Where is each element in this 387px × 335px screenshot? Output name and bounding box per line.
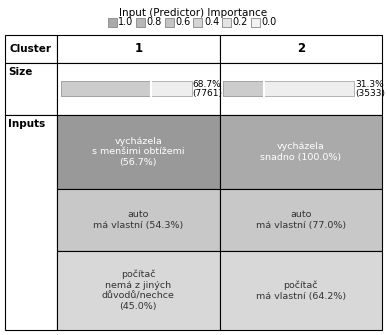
Bar (57, 251, 219, 330)
Bar (222, 17, 231, 26)
Bar (194, 17, 202, 26)
Text: vycházela
s menšimi obtížemi
(56.7%): vycházela s menšimi obtížemi (56.7%) (92, 137, 185, 167)
Text: 31.3%: 31.3% (355, 80, 384, 89)
Text: 0.4: 0.4 (204, 17, 219, 27)
Bar (219, 115, 382, 189)
Text: 1.0: 1.0 (118, 17, 134, 27)
Text: 1: 1 (134, 43, 142, 56)
Text: Input (Predictor) Importance: Input (Predictor) Importance (119, 8, 267, 18)
Text: 0.8: 0.8 (147, 17, 162, 27)
Text: vycházela
snadno (100.0%): vycházela snadno (100.0%) (260, 142, 341, 162)
Text: 0.6: 0.6 (175, 17, 191, 27)
Text: 0.0: 0.0 (261, 17, 276, 27)
Bar (61, 81, 192, 96)
Bar (219, 35, 382, 63)
Bar (219, 251, 382, 330)
Text: auto
má vlastní (54.3%): auto má vlastní (54.3%) (93, 210, 183, 230)
Bar (57, 189, 219, 251)
Text: počítač
má vlastní (64.2%): počítač má vlastní (64.2%) (256, 280, 346, 300)
Text: auto
má vlastní (77.0%): auto má vlastní (77.0%) (256, 210, 346, 230)
Bar (223, 81, 354, 96)
Text: 2: 2 (297, 43, 305, 56)
Text: Cluster: Cluster (10, 44, 52, 54)
Bar (57, 35, 219, 63)
Bar (219, 63, 382, 115)
Bar (223, 81, 264, 96)
Bar (5, 35, 57, 63)
Text: 68.7%: 68.7% (192, 80, 221, 89)
Bar (165, 17, 174, 26)
Text: počítač
nemá z jiných
důvodů/nechce
(45.0%): počítač nemá z jiných důvodů/nechce (45.… (102, 270, 175, 312)
Text: Inputs: Inputs (8, 119, 45, 129)
Bar (219, 189, 382, 251)
Bar (5, 115, 57, 330)
Bar (108, 17, 117, 26)
Text: (3533): (3533) (355, 89, 385, 98)
Text: 0.2: 0.2 (233, 17, 248, 27)
Bar (5, 63, 57, 115)
Text: (7761): (7761) (192, 89, 223, 98)
Bar (57, 63, 219, 115)
Bar (61, 81, 151, 96)
Bar (251, 17, 260, 26)
Bar (136, 17, 145, 26)
Text: Size: Size (8, 67, 33, 77)
Bar (57, 115, 219, 189)
